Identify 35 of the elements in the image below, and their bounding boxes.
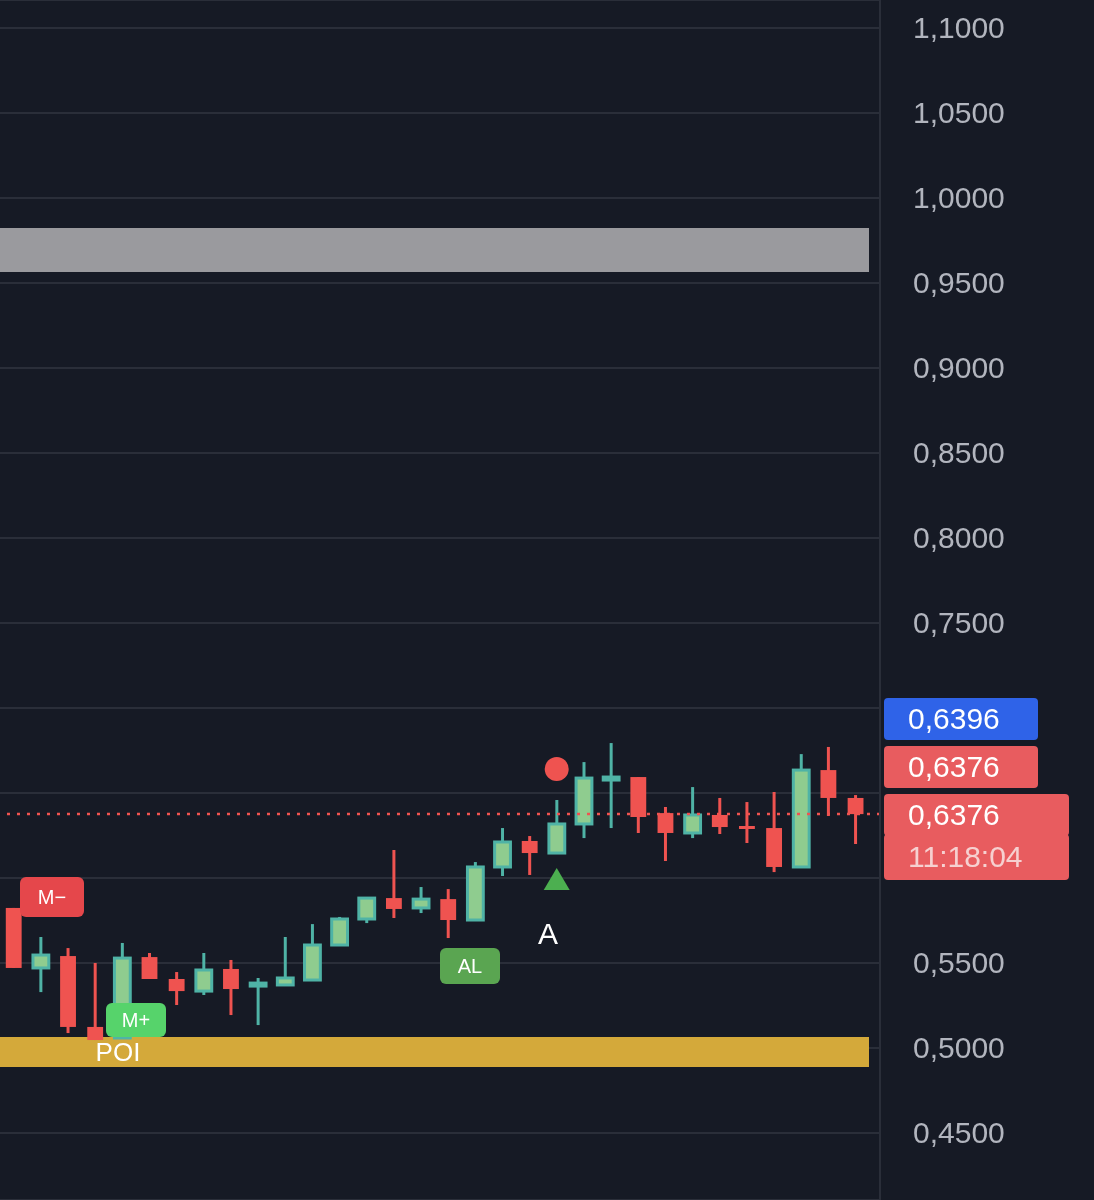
annotation: A: [537, 917, 558, 950]
text: 11:18:04: [908, 840, 1023, 873]
annotation: M+: [121, 1009, 151, 1031]
y-tick-label: 0,9000: [913, 351, 1005, 385]
candlestick: [357, 896, 377, 925]
text: 0,6376: [908, 798, 1000, 831]
candlestick: [411, 887, 431, 915]
candlestick: [601, 743, 621, 830]
annotation: AL: [457, 955, 483, 977]
y-tick-label: 0,4500: [913, 1116, 1005, 1150]
y-tick-label: 0,8000: [913, 521, 1005, 555]
candlestick: [223, 958, 239, 1017]
y-tick-label: 0,8500: [913, 436, 1005, 470]
y-tick-label: 1,0500: [913, 96, 1005, 130]
y-tick-label: 1,1000: [913, 11, 1005, 45]
y-tick-label: 1,0000: [913, 181, 1005, 215]
candlestick: [385, 849, 402, 918]
candlestick: [248, 977, 268, 1027]
annotation: M−: [37, 886, 67, 908]
y-tick-label: 0,9500: [913, 266, 1005, 300]
text: 0,6396: [908, 702, 1000, 735]
y-tick-label: 0,5500: [913, 946, 1005, 980]
candlestick: [521, 836, 538, 875]
y-tick-label: 0,7500: [913, 606, 1005, 640]
candlestick: [141, 953, 158, 980]
y-tick-label: 0,5000: [913, 1031, 1005, 1065]
candlestick: [87, 963, 104, 1041]
candlestick: [440, 889, 457, 940]
candlestick: [31, 937, 51, 994]
text: 0,6376: [908, 750, 1000, 783]
candlestick: [168, 972, 185, 1006]
annotation: POI: [95, 1037, 141, 1067]
candlestick: [275, 937, 295, 987]
candlestick: [194, 953, 214, 995]
candlestick: [683, 787, 703, 840]
